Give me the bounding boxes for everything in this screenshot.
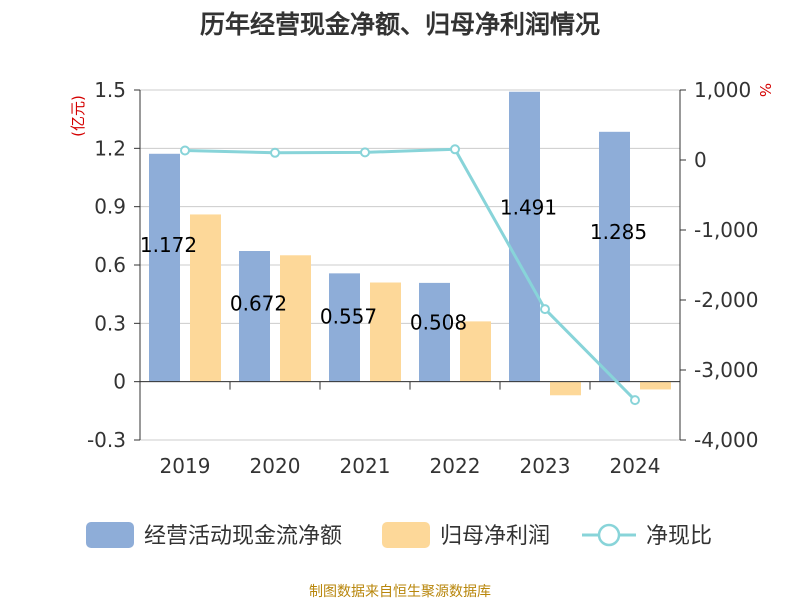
- x-axis-tick-label: 2020: [250, 454, 301, 478]
- data-label-cashflow: 1.172: [140, 233, 197, 257]
- bar-profit: [280, 255, 311, 382]
- chart-title: 历年经营现金净额、归母净利润情况: [200, 10, 600, 39]
- data-label-cashflow: 1.491: [500, 196, 557, 220]
- data-label-cashflow: 0.672: [230, 291, 287, 315]
- right-axis-unit: %: [756, 83, 774, 97]
- data-labels: 1.172 0.672 0.557 0.508 1.491 1.285: [140, 196, 647, 335]
- left-axis-tick-label: 0: [113, 370, 126, 394]
- legend-label-ratio: 净现比: [646, 524, 712, 549]
- bar-cashflow: [419, 282, 450, 382]
- bar-cashflow: [599, 131, 630, 382]
- bars: [149, 91, 671, 396]
- bar-profit: [550, 381, 581, 396]
- bar-cashflow: [149, 153, 180, 382]
- left-axis-unit: (亿元): [69, 95, 87, 137]
- right-axis-tick-label: 1,000: [694, 78, 751, 102]
- right-axis-tick-label: -1,000: [694, 218, 758, 242]
- data-label-cashflow: 0.508: [410, 310, 467, 334]
- data-label-cashflow: 0.557: [320, 305, 377, 329]
- ratio-line-path: [184, 147, 637, 402]
- right-axis-tick-label: -3,000: [694, 358, 758, 382]
- legend-swatch-profit: [382, 522, 430, 548]
- ratio-point: [360, 147, 370, 158]
- right-axis-tick-label: 0: [694, 148, 707, 172]
- bar-profit: [190, 214, 221, 382]
- x-axis-tick-label: 2019: [160, 454, 211, 478]
- legend-label-profit: 归母净利润: [440, 524, 550, 549]
- right-axis-tick-label: -4,000: [694, 428, 758, 452]
- axes: -0.3 0 0.3 0.6 0.9 1.2 1.5 -4,000 -3,000 -2,000 -1…: [87, 78, 759, 478]
- left-axis-tick-label: 0.6: [94, 253, 126, 277]
- left-axis-tick-label: 1.2: [94, 136, 126, 160]
- x-axis-tick-label: 2022: [430, 454, 481, 478]
- ratio-point: [450, 144, 460, 155]
- bar-profit: [640, 381, 671, 390]
- source-note: 制图数据来自恒生聚源数据库: [309, 584, 491, 600]
- left-axis-tick-label: -0.3: [87, 428, 126, 452]
- ratio-point: [540, 304, 550, 315]
- data-label-cashflow: 1.285: [590, 220, 647, 244]
- x-axis-tick-label: 2021: [340, 454, 391, 478]
- legend-swatch-cashflow: [86, 522, 134, 548]
- ratio-point: [180, 145, 190, 156]
- bar-cashflow: [509, 91, 540, 382]
- ratio-point: [270, 147, 280, 158]
- x-axis-tick-label: 2024: [610, 454, 661, 478]
- right-axis-tick-label: -2,000: [694, 288, 758, 312]
- bar-cashflow: [329, 273, 360, 382]
- ratio-line: [180, 144, 640, 406]
- left-axis-tick-label: 0.3: [94, 311, 126, 335]
- legend: 经营活动现金流净额 归母净利润 净现比: [86, 522, 712, 549]
- bar-profit: [370, 282, 401, 382]
- legend-swatch-ratio-marker: [597, 523, 621, 547]
- left-axis-tick-label: 1.5: [94, 78, 126, 102]
- left-axis-tick-label: 0.9: [94, 195, 126, 219]
- legend-label-cashflow: 经营活动现金流净额: [144, 524, 342, 549]
- ratio-point: [630, 395, 640, 406]
- bar-cashflow: [239, 251, 270, 382]
- bar-profit: [460, 321, 491, 382]
- x-axis-tick-label: 2023: [520, 454, 571, 478]
